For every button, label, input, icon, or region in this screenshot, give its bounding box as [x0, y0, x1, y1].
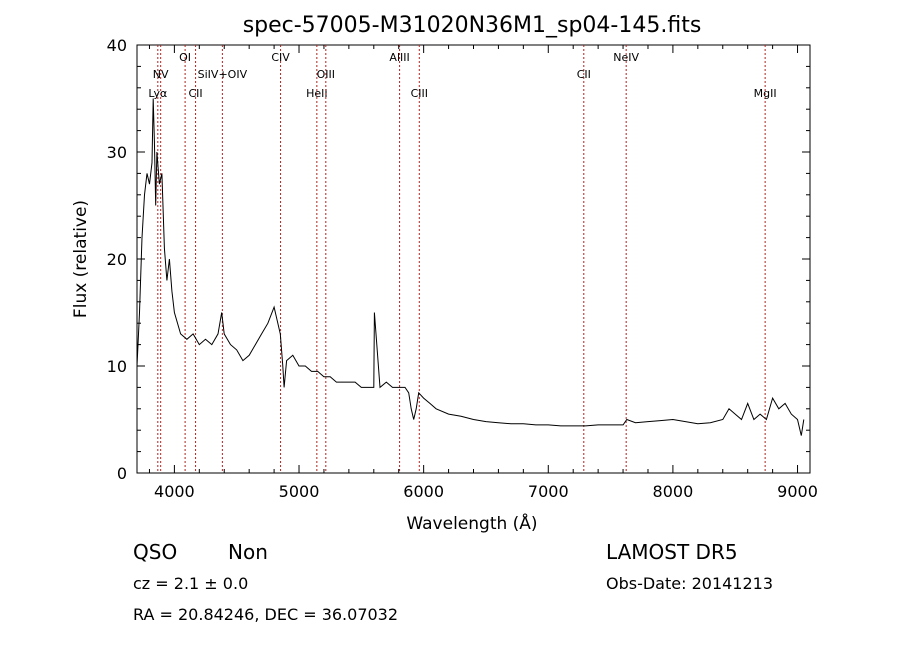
emission-line-label: Lyα: [148, 87, 167, 100]
x-tick-label: 4000: [154, 482, 195, 501]
plot-frame: [136, 44, 811, 474]
y-axis-label: Flux (relative): [71, 200, 91, 318]
x-tick-label: 9000: [777, 482, 818, 501]
x-axis-ticks: 4000 5000 6000 7000 8000 9000: [148, 45, 818, 501]
emission-line-label: OI: [179, 51, 191, 64]
coordinates-text: RA = 20.84246, DEC = 36.07032: [133, 605, 398, 624]
emission-line-label: CIII: [411, 87, 428, 100]
y-tick-label: 40: [107, 36, 127, 55]
object-class: QSO: [133, 540, 177, 564]
y-tick-label: 30: [107, 143, 127, 162]
spectrum-series: [136, 98, 805, 436]
x-axis-label: Wavelength (Å): [406, 512, 537, 534]
emission-line-label: SiIV+OIV: [198, 68, 248, 81]
obs-date-text: Obs-Date: 20141213: [606, 574, 773, 593]
emission-line-label: NeIV: [613, 51, 639, 64]
spectrum-line: [136, 98, 805, 436]
y-tick-label: 0: [117, 464, 127, 483]
emission-line-label: HeII: [306, 87, 328, 100]
x-tick-label: 7000: [528, 482, 569, 501]
chart-title: spec-57005-M31020N36M1_sp04-145.fits: [243, 13, 702, 38]
y-axis-ticks: 0 10 20 30 40: [107, 36, 810, 483]
y-tick-label: 10: [107, 357, 127, 376]
emission-line-label: CII: [577, 68, 591, 81]
emission-line-label: NV: [153, 68, 169, 81]
y-tick-label: 20: [107, 250, 127, 269]
emission-line-label: MgII: [754, 87, 777, 100]
redshift-text: cz = 2.1 ± 0.0: [133, 574, 248, 593]
emission-line-label: AlIII: [389, 51, 409, 64]
survey-name: LAMOST DR5: [606, 540, 738, 564]
x-tick-label: 6000: [403, 482, 444, 501]
emission-line-markers: Lyα NV OI CII SiIV+OIV CIV HeII OIII AlIII CIII CI…: [148, 45, 777, 473]
emission-line-label: CII: [188, 87, 202, 100]
object-subclass: Non: [228, 540, 268, 564]
x-tick-label: 8000: [653, 482, 694, 501]
x-tick-label: 5000: [279, 482, 320, 501]
emission-line-label: CIV: [271, 51, 290, 64]
emission-line-label: OIII: [317, 68, 335, 81]
